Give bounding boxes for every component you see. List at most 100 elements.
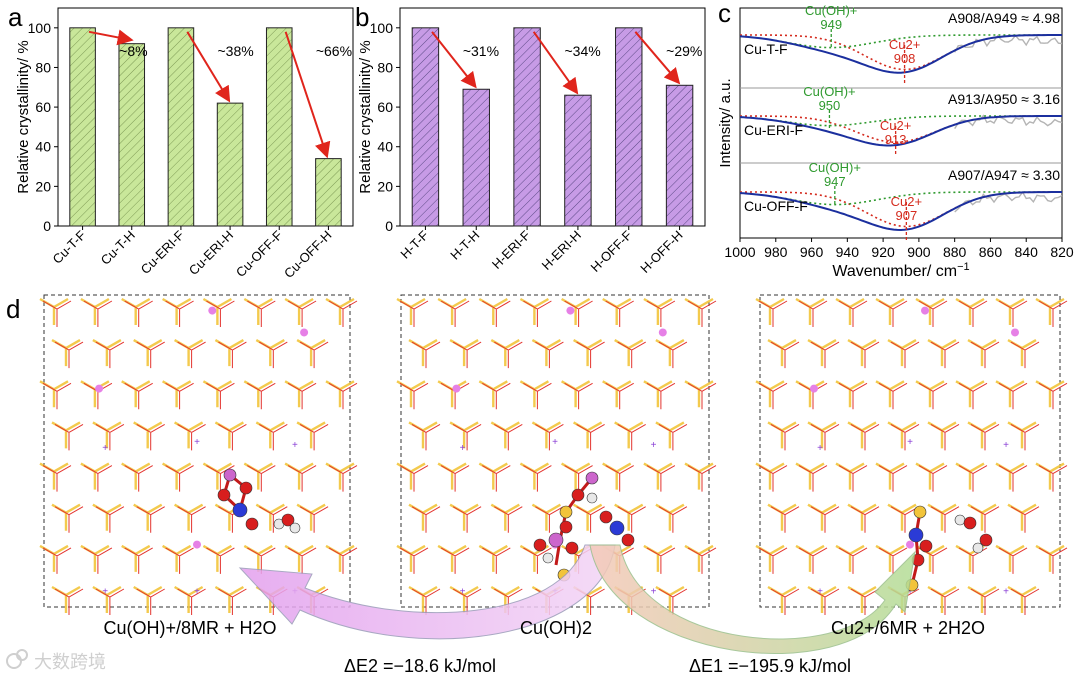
x-tick-label: 1000 (724, 244, 755, 260)
x-axis-label: Wavenumber/ cm−1 (832, 261, 969, 280)
bar (69, 27, 96, 227)
area-ratio: A908/A949 ≈ 4.98 (948, 10, 1060, 26)
x-tick-label: 860 (979, 244, 1003, 260)
panel-label-c: c (718, 0, 731, 28)
plot-frame (739, 7, 1063, 239)
cation-site-marker: + (651, 440, 657, 451)
x-tick-label: 980 (764, 244, 788, 260)
chart-a: 0 20 40 60 80 100 Cu-T-F Cu-T-H Cu-ERI-FCu-ERI-H… (15, 7, 354, 282)
y-tick-label: 60 (377, 99, 393, 115)
energy-arrow-e2 (238, 544, 616, 640)
cation-site-marker: + (1003, 440, 1009, 451)
cation-site-marker: + (194, 437, 200, 448)
copper-atom (609, 520, 625, 536)
al-site (452, 384, 461, 393)
si-atom (559, 505, 573, 519)
x-tick-label: 960 (800, 244, 824, 260)
x-axis-label-sup: −1 (957, 261, 970, 273)
x-tick-label: Cu-T-H (98, 228, 138, 268)
cation-site-marker: + (102, 443, 108, 454)
al-site (1011, 328, 1019, 337)
x-tick-label: Cu-T-F (49, 227, 88, 266)
x-tick-label: 880 (943, 244, 967, 260)
y-tick-label: 0 (43, 218, 51, 234)
al-site (921, 306, 929, 315)
fitted-spectrum (739, 34, 1062, 74)
bar (167, 27, 195, 227)
al-atom (585, 471, 599, 485)
x-tick-label: 900 (907, 244, 931, 260)
area-ratio: A907/A947 ≈ 3.30 (948, 167, 1060, 183)
x-tick-label: Cu-OFF-F (233, 227, 286, 280)
bar (216, 102, 244, 227)
al-site (300, 328, 309, 337)
x-tick-label: H-ERI-F (489, 227, 533, 271)
drop-label: ~38% (218, 43, 254, 59)
bar (462, 88, 490, 227)
bar (118, 43, 146, 227)
panel-label-b: b (355, 2, 369, 32)
plot-frame (399, 7, 706, 227)
hydrogen-atom (289, 522, 301, 534)
oxygen-atom (919, 539, 933, 553)
watermark-logo (6, 649, 28, 669)
watermark: 大数跨境 (34, 652, 106, 672)
framework-o-bonds (399, 300, 717, 615)
cu2-wavenumber: 907 (896, 208, 918, 223)
cuoh-label: Cu(OH)+ (805, 3, 857, 18)
panel-label-d: d (6, 294, 20, 324)
bar (615, 27, 643, 227)
copper-atom (548, 532, 564, 548)
cation-site-marker: + (1003, 587, 1009, 598)
cation-site-marker: + (907, 587, 913, 598)
cuoh-peak-component (739, 115, 1062, 127)
drop-label: ~8% (119, 43, 147, 59)
sample-label: Cu-ERI-F (744, 122, 803, 138)
y-axis-label: Relative crystallinity/ % (15, 40, 32, 193)
cation-site-marker: + (817, 587, 823, 598)
x-tick-label: Cu-ERI-H (186, 228, 236, 278)
oxygen-atom (559, 520, 573, 534)
bar (564, 94, 592, 227)
cation-site-marker: + (552, 437, 558, 448)
y-tick-label: 20 (35, 178, 51, 194)
oxygen-atom (245, 517, 259, 531)
cation-site-marker: + (194, 587, 200, 598)
structure-label: Cu2+/6MR + 2H2O (831, 618, 985, 638)
drop-arrow (634, 31, 681, 85)
oxygen-atom (621, 533, 635, 547)
x-tick-label: 940 (836, 244, 860, 260)
drop-label: ~66% (316, 43, 352, 59)
x-tick-label: Cu-OFF-H (281, 228, 335, 282)
y-tick-label: 80 (35, 59, 51, 75)
cation-site-marker: + (102, 587, 108, 598)
y-tick-label: 40 (377, 139, 393, 155)
copper-atom (232, 502, 248, 518)
bar (411, 27, 440, 227)
si-atom (913, 505, 927, 519)
sample-label: Cu-T-F (744, 41, 788, 57)
al-site (566, 306, 575, 315)
cuoh-wavenumber: 949 (820, 17, 842, 32)
x-tick-label: H-OFF-F (588, 227, 635, 274)
framework-o-bonds (758, 300, 1068, 615)
hydrogen-atom (972, 542, 984, 554)
cation-site-marker: + (651, 587, 657, 598)
y-tick-label: 100 (28, 20, 52, 36)
al-site (193, 540, 201, 549)
cation-site-marker: + (907, 437, 913, 448)
framework-o-bonds (42, 300, 358, 615)
experimental-spectrum (954, 114, 1063, 129)
al-site (658, 328, 667, 337)
hydrogen-atom (586, 492, 598, 504)
cation-site-marker: + (460, 443, 466, 454)
al-atom (223, 468, 237, 482)
drop-arrow (532, 31, 579, 95)
cation-site-marker: + (460, 587, 466, 598)
drop-label: ~29% (666, 43, 702, 59)
drop-arrow (431, 31, 477, 89)
y-tick-label: 20 (377, 178, 393, 194)
drop-label: ~34% (565, 43, 601, 59)
